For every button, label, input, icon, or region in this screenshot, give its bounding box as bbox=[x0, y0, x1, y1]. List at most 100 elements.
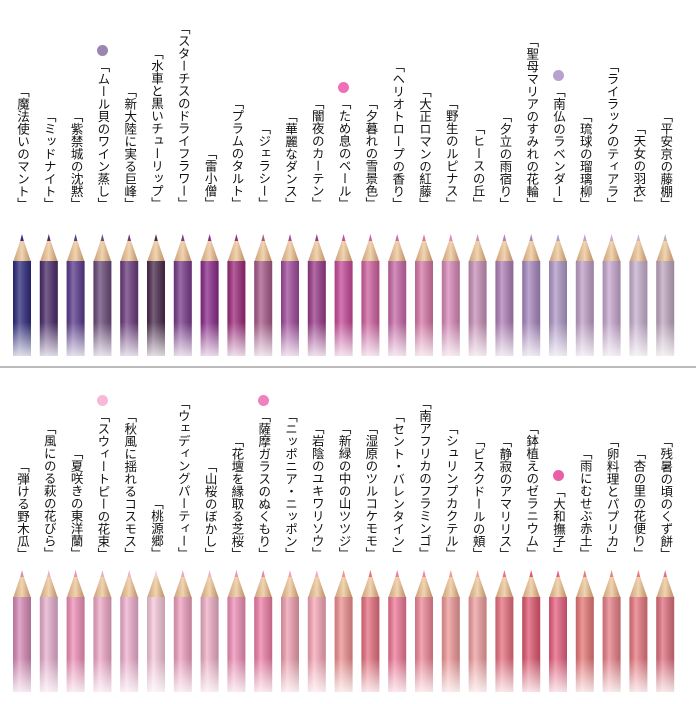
pencil bbox=[549, 570, 567, 692]
pencil-lead bbox=[73, 570, 78, 577]
pencil-label: 「残暑の頃のくず餅」 bbox=[658, 435, 674, 560]
pencil-label: 「花壇を縁取る芝桜」 bbox=[229, 435, 245, 560]
pencil-wood bbox=[120, 576, 139, 598]
pencil bbox=[388, 570, 407, 692]
pencil-lead bbox=[663, 234, 667, 241]
pencil-lead bbox=[583, 234, 587, 241]
pencil-label: 「夕暮れの雪景色」 bbox=[363, 97, 379, 210]
pencil-wood bbox=[575, 240, 594, 262]
pencil-label: 「南アフリカのフラミンゴ」 bbox=[417, 397, 432, 560]
pencil-lead bbox=[154, 570, 158, 577]
pencil-lead bbox=[288, 570, 292, 577]
pencil-label: 「スターチスのドライフラワー」 bbox=[175, 22, 191, 210]
pencil bbox=[575, 234, 594, 356]
pencil-wood bbox=[120, 240, 139, 262]
pencil-lead bbox=[315, 570, 319, 577]
pencil-label: 「平安京の藤棚」 bbox=[658, 110, 674, 210]
pencil-shine bbox=[415, 261, 433, 356]
pencil-label: 「桃源郷」 bbox=[149, 497, 164, 560]
pencil-shine bbox=[468, 261, 487, 356]
pencil-label: 「プラムのタルト」 bbox=[229, 97, 245, 210]
pencil-shine bbox=[13, 261, 31, 356]
pencil-label: 「琉球の瑠璃柳」 bbox=[577, 110, 593, 210]
pencil-shine bbox=[254, 261, 273, 356]
pencil-wood bbox=[281, 576, 299, 598]
pencil-shine bbox=[549, 261, 567, 356]
pencil bbox=[147, 234, 165, 356]
pencil bbox=[93, 234, 112, 356]
pencil-wood bbox=[415, 576, 433, 598]
pencil bbox=[629, 570, 648, 692]
pencil bbox=[441, 234, 460, 356]
pencil bbox=[388, 234, 407, 356]
pencil-lead bbox=[154, 234, 158, 241]
pencil-wood bbox=[227, 576, 246, 598]
pencil bbox=[415, 570, 433, 692]
pencil-label: 「野生のルピナス」 bbox=[443, 97, 459, 210]
pencil-shine bbox=[629, 261, 648, 356]
pencil-shine bbox=[629, 597, 648, 692]
pencil-shine bbox=[388, 597, 407, 692]
pencil-label: 「魔法使いのマント」 bbox=[15, 85, 30, 210]
pencil-wood bbox=[281, 240, 299, 262]
pencil-label: 「セント・バレンタイン」 bbox=[390, 410, 406, 560]
pencil-shine bbox=[522, 261, 541, 356]
marker-dot bbox=[96, 45, 108, 56]
pencil bbox=[120, 570, 139, 692]
pencil-label: 「夏咲きの東洋蘭」 bbox=[68, 447, 84, 560]
pencil-shine bbox=[147, 597, 165, 692]
pencil-label: 「風にのる萩の花びら」 bbox=[41, 422, 57, 560]
pencil bbox=[39, 570, 58, 692]
pencil-shine bbox=[441, 261, 460, 356]
pencil-shine bbox=[602, 597, 621, 692]
pencil-label: 「ライラックのティアラ」 bbox=[604, 60, 620, 210]
pencil-shine bbox=[602, 261, 621, 356]
pencil-lead bbox=[47, 570, 51, 577]
pencil-shine bbox=[120, 597, 139, 692]
pencil-shine bbox=[173, 597, 192, 692]
pencil-wood bbox=[441, 240, 460, 262]
pencil bbox=[334, 570, 353, 692]
marker-dot bbox=[552, 470, 564, 481]
pencil-lead bbox=[100, 234, 105, 241]
pencil-lead bbox=[181, 570, 185, 577]
pencil-shine bbox=[415, 597, 433, 692]
pencil-wood bbox=[147, 576, 165, 598]
pencil bbox=[522, 234, 541, 356]
pencil-lead bbox=[556, 234, 560, 241]
pencil-shine bbox=[173, 261, 192, 356]
pencil-shine bbox=[66, 261, 85, 356]
pencil-lead bbox=[529, 234, 533, 241]
pencil-shine bbox=[39, 597, 58, 692]
pencil-label: 「シュリンプカクテル」 bbox=[443, 422, 459, 560]
pencil-label: 「雨にむせぶ赤土」 bbox=[577, 447, 593, 560]
pencil bbox=[281, 234, 299, 356]
pencil-shine bbox=[495, 597, 514, 692]
pencil bbox=[307, 234, 326, 356]
pencil-label: 「天女の羽衣」 bbox=[631, 122, 647, 210]
pencil-lead bbox=[127, 570, 131, 577]
pencil-lead bbox=[73, 234, 78, 241]
pencil-lead bbox=[475, 234, 480, 241]
pencil-lead bbox=[475, 570, 480, 577]
pencil-wood bbox=[415, 240, 433, 262]
pencil-wood bbox=[522, 576, 541, 598]
pencil-wood bbox=[39, 576, 58, 598]
pencil bbox=[549, 234, 567, 356]
pencil-wood bbox=[602, 240, 621, 262]
pencil-label: 「岩陰のユキワリソウ」 bbox=[309, 422, 325, 560]
pencil-label: 「闇夜のカーテン」 bbox=[309, 97, 325, 210]
pencil-label: 「スウィートピーの花束」 bbox=[95, 410, 111, 560]
pencil-shine bbox=[281, 597, 299, 692]
pencil-lead bbox=[395, 234, 399, 241]
pencil-label: 「ウェディングパーティー」 bbox=[175, 397, 191, 560]
pencil-lead bbox=[636, 570, 641, 577]
pencil bbox=[93, 570, 112, 692]
pencil bbox=[441, 570, 460, 692]
pencil-shine bbox=[227, 597, 246, 692]
pencil-wood bbox=[200, 576, 219, 598]
pencil-wood bbox=[468, 576, 487, 598]
pencil-label: 「紫禁城の沈黙」 bbox=[68, 110, 84, 210]
pencil-label: 「ジェラシー」 bbox=[256, 122, 272, 210]
